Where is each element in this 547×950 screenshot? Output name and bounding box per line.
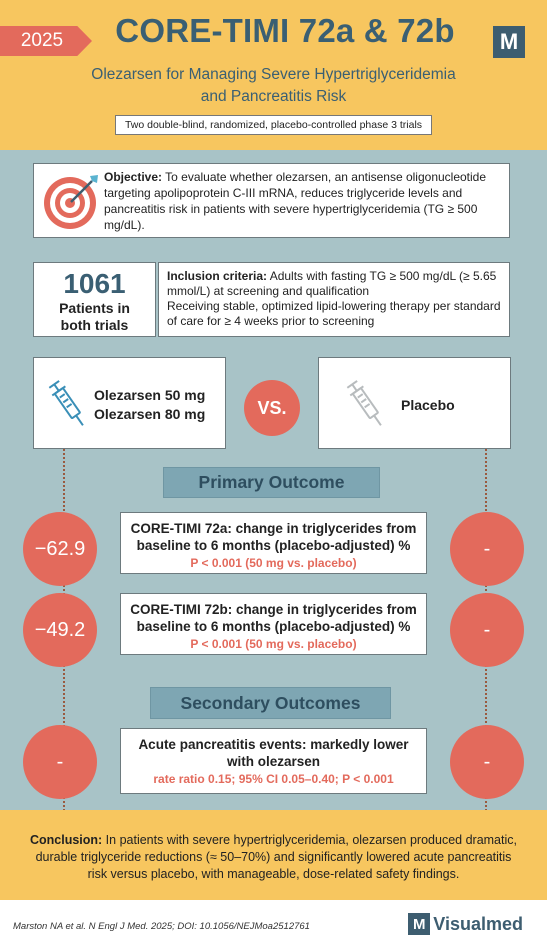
year-tag: 2025 bbox=[0, 26, 92, 56]
inclusion-criteria-text: Inclusion criteria: Adults with fasting … bbox=[159, 263, 509, 335]
outcome-title-line: baseline to 6 months (placebo-adjusted) … bbox=[136, 619, 411, 634]
syringe-icon bbox=[48, 380, 84, 426]
footer: Marston NA et al. N Engl J Med. 2025; DO… bbox=[0, 900, 547, 950]
outcome-title: CORE-TIMI 72b: change in triglycerides f… bbox=[121, 601, 426, 635]
result-circle: - bbox=[450, 725, 524, 799]
patient-count-label-line: both trials bbox=[60, 317, 129, 333]
logo: M bbox=[493, 26, 525, 58]
outcome-title-line: Acute pancreatitis events: markedly lowe… bbox=[138, 737, 409, 752]
outcome-stat: P < 0.001 (50 mg vs. placebo) bbox=[190, 637, 357, 651]
objective-label: Objective: bbox=[104, 170, 163, 184]
trial-design-label: Two double-blind, randomized, placebo-co… bbox=[115, 115, 432, 135]
subtitle-line: and Pancreatitis Risk bbox=[200, 88, 347, 105]
primary-outcome-box: CORE-TIMI 72b: change in triglycerides f… bbox=[120, 593, 427, 655]
secondary-outcomes-heading: Secondary Outcomes bbox=[150, 687, 391, 719]
primary-outcome-heading: Primary Outcome bbox=[163, 467, 380, 498]
result-circle: −49.2 bbox=[23, 593, 97, 667]
outcome-title-line: baseline to 6 months (placebo-adjusted) … bbox=[136, 538, 411, 553]
outcome-stat: rate ratio 0.15; 95% CI 0.05–0.40; P < 0… bbox=[153, 772, 394, 786]
objective-box: Objective: To evaluate whether olezarsen… bbox=[33, 163, 510, 238]
outcome-title-line: with olezarsen bbox=[226, 754, 321, 769]
result-circle: - bbox=[450, 593, 524, 667]
result-circle: - bbox=[23, 725, 97, 799]
page-title: CORE-TIMI 72a & 72b bbox=[115, 12, 455, 49]
secondary-outcome-box: Acute pancreatitis events: markedly lowe… bbox=[120, 728, 427, 794]
primary-outcome-box: CORE-TIMI 72a: change in triglycerides f… bbox=[120, 512, 427, 574]
subtitle: Olezarsen for Managing Severe Hypertrigl… bbox=[40, 64, 507, 108]
conclusion-text: In patients with severe hypertriglycerid… bbox=[35, 833, 517, 881]
result-circle: −62.9 bbox=[23, 512, 97, 586]
syringe-icon bbox=[346, 380, 382, 426]
outcome-title: Acute pancreatitis events: markedly lowe… bbox=[121, 736, 426, 770]
outcome-title: CORE-TIMI 72a: change in triglycerides f… bbox=[121, 520, 426, 554]
outcome-title-line: CORE-TIMI 72b: change in triglycerides f… bbox=[130, 602, 417, 617]
inclusion-label: Inclusion criteria: bbox=[167, 269, 268, 283]
placebo-arm-box: Placebo bbox=[318, 357, 511, 449]
brand-logo: M Visualmed bbox=[408, 913, 523, 935]
treatment-dose: Olezarsen 80 mg bbox=[94, 406, 206, 422]
treatment-dose: Olezarsen 50 mg bbox=[94, 387, 206, 403]
brand-name: Visualmed bbox=[433, 913, 523, 934]
target-icon bbox=[44, 175, 98, 229]
treatment-arm-box: Olezarsen 50 mg Olezarsen 80 mg bbox=[33, 357, 226, 449]
inclusion-line: Receiving stable, optimized lipid-loweri… bbox=[167, 299, 501, 328]
placebo-arm-label: Placebo bbox=[401, 397, 455, 413]
conclusion-label: Conclusion: bbox=[29, 833, 103, 847]
objective-body: To evaluate whether olezarsen, an antise… bbox=[104, 170, 487, 232]
vs-badge: VS. bbox=[244, 380, 300, 436]
conclusion-section: Conclusion: In patients with severe hype… bbox=[0, 810, 547, 900]
citation: Marston NA et al. N Engl J Med. 2025; DO… bbox=[13, 921, 310, 932]
patient-count-box: 1061 Patients in both trials bbox=[33, 262, 156, 337]
subtitle-line: Olezarsen for Managing Severe Hypertrigl… bbox=[91, 66, 456, 83]
brand-mark: M bbox=[408, 913, 431, 935]
inclusion-line: Adults with fasting TG ≥ 500 mg/dL (≥ 5.… bbox=[167, 269, 497, 298]
outcome-stat: P < 0.001 (50 mg vs. placebo) bbox=[190, 556, 357, 570]
objective-text: Objective: To evaluate whether olezarsen… bbox=[104, 169, 502, 233]
outcome-title-line: CORE-TIMI 72a: change in triglycerides f… bbox=[130, 521, 417, 536]
patient-count: 1061 bbox=[63, 268, 126, 299]
header-banner: 2025 CORE-TIMI 72a & 72b M Olezarsen for… bbox=[0, 0, 547, 150]
inclusion-criteria-box: Inclusion criteria: Adults with fasting … bbox=[158, 262, 510, 337]
result-circle: - bbox=[450, 512, 524, 586]
patient-count-label-line: Patients in bbox=[59, 300, 130, 316]
patient-count-label: Patients in both trials bbox=[34, 300, 155, 334]
treatment-arm-label: Olezarsen 50 mg Olezarsen 80 mg bbox=[94, 386, 205, 424]
